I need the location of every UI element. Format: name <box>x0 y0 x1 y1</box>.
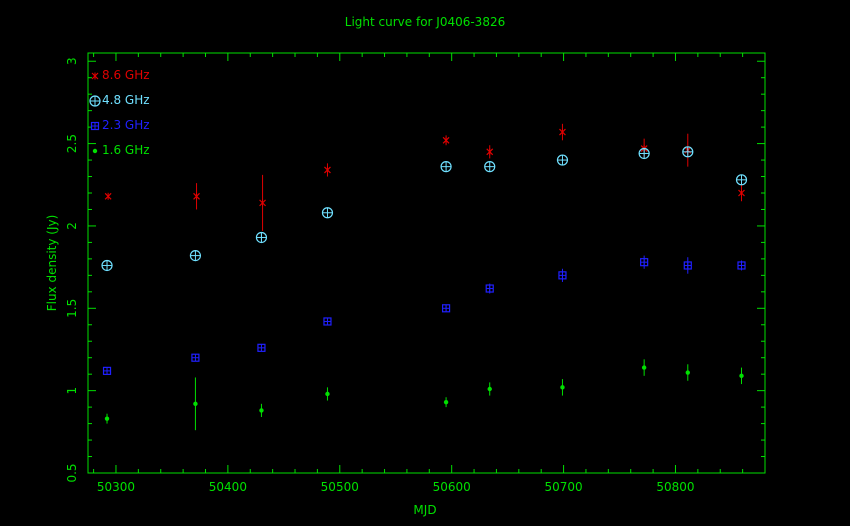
data-point <box>440 161 452 173</box>
y-axis: 0.5 1 1.5 2 2.5 3 <box>65 57 765 483</box>
data-point <box>487 386 492 392</box>
x-axis: 50300 50400 50500 50600 50700 50800 <box>93 53 766 494</box>
data-point <box>682 146 694 158</box>
data-point <box>685 370 690 375</box>
data-point <box>259 199 266 207</box>
data-point <box>441 304 451 313</box>
data-point <box>558 271 567 280</box>
y-tick-label: 2.5 <box>65 134 79 153</box>
data-point <box>559 128 566 136</box>
data-point <box>324 166 331 174</box>
y-tick-label: 0.5 <box>65 463 79 482</box>
data-point <box>443 399 449 405</box>
y-tick-label: 1 <box>65 387 79 395</box>
data-series <box>101 123 748 431</box>
data-point <box>101 259 113 272</box>
legend-marker <box>91 72 99 80</box>
series-dot <box>104 359 744 431</box>
data-point <box>484 161 496 173</box>
x-tick-label: 50300 <box>97 480 135 494</box>
x-tick-label: 50800 <box>656 480 694 494</box>
data-point <box>104 192 112 200</box>
data-point <box>104 416 110 421</box>
legend-marker <box>90 121 100 131</box>
data-point <box>325 391 330 397</box>
data-point <box>442 136 450 144</box>
data-point <box>556 154 569 166</box>
data-point <box>323 317 332 326</box>
y-tick-label: 3 <box>65 57 79 65</box>
data-point <box>738 189 745 197</box>
legend-entry: 1.6 GHz <box>102 143 150 157</box>
chart-title: Light curve for J0406-3826 <box>345 15 505 29</box>
y-tick-label: 2 <box>65 222 79 230</box>
data-point <box>193 192 200 200</box>
data-point <box>257 343 266 352</box>
data-point <box>641 365 647 370</box>
series-x <box>104 123 745 231</box>
legend-marker <box>92 148 98 154</box>
data-point <box>259 408 264 413</box>
data-point <box>189 249 202 262</box>
y-tick-label: 1.5 <box>65 299 79 318</box>
legend-entry: 8.6 GHz <box>102 68 150 82</box>
data-point <box>102 366 112 375</box>
y-axis-label: Flux density (Jy) <box>45 215 59 312</box>
x-tick-label: 50700 <box>544 480 582 494</box>
legend: 8.6 GHz 4.8 GHz 2.3 GHz 1.6 GHz <box>89 68 150 157</box>
data-point <box>485 284 494 293</box>
data-point <box>255 231 268 244</box>
x-tick-label: 50600 <box>433 480 471 494</box>
x-tick-label: 50400 <box>209 480 247 494</box>
data-point <box>321 207 334 219</box>
plot-frame <box>87 52 766 474</box>
data-point <box>191 353 200 362</box>
data-point <box>739 373 744 379</box>
data-point <box>560 385 565 390</box>
legend-entry: 4.8 GHz <box>102 93 150 107</box>
data-point <box>193 401 198 407</box>
x-tick-label: 50500 <box>321 480 359 494</box>
series-square-plus <box>102 255 746 375</box>
legend-entry: 2.3 GHz <box>102 118 150 132</box>
legend-marker <box>89 95 101 107</box>
data-point <box>640 258 649 267</box>
data-point <box>737 261 746 270</box>
data-point <box>486 148 494 156</box>
data-point <box>638 147 650 160</box>
series-circle-plus <box>101 146 748 272</box>
data-point <box>683 261 692 270</box>
data-point <box>735 174 748 186</box>
x-axis-label: MJD <box>413 503 436 517</box>
